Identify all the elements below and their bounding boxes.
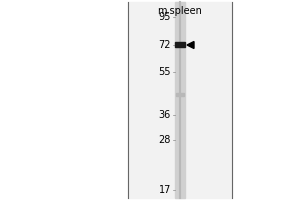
Text: 28: 28 xyxy=(159,135,171,145)
Bar xyxy=(0,0,128,200)
Text: 17: 17 xyxy=(159,185,171,195)
Text: 72: 72 xyxy=(158,40,171,50)
Bar xyxy=(175,2,185,198)
Bar xyxy=(176,93,184,96)
Bar xyxy=(232,0,300,200)
Text: m.spleen: m.spleen xyxy=(158,6,202,16)
Text: 95: 95 xyxy=(159,12,171,22)
Bar xyxy=(128,2,232,198)
Polygon shape xyxy=(187,41,194,48)
Text: 55: 55 xyxy=(158,67,171,77)
Bar xyxy=(175,42,185,47)
Text: 36: 36 xyxy=(159,110,171,120)
